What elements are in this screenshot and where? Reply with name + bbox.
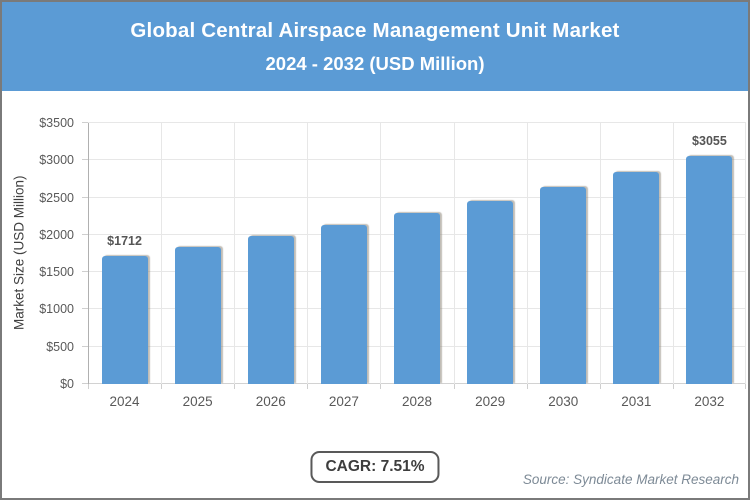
x-tick bbox=[453, 384, 455, 389]
x-tick bbox=[745, 384, 746, 389]
y-tick bbox=[82, 159, 88, 161]
source-attribution: Source: Syndicate Market Research bbox=[522, 472, 739, 487]
y-axis-labels: $0 $500 $1000 $1500 $2000 $2500 $3000 $3500 bbox=[2, 116, 80, 391]
y-axis-line bbox=[88, 123, 89, 384]
v-gridline bbox=[380, 123, 382, 384]
chart-title-line2: 2024 - 2032 (USD Million) bbox=[265, 52, 485, 74]
y-tick bbox=[82, 308, 88, 310]
x-tick-label: 2026 bbox=[255, 394, 286, 409]
y-tick bbox=[82, 196, 88, 198]
bar bbox=[320, 225, 367, 384]
y-tick-label: $3500 bbox=[39, 116, 74, 130]
x-tick-label: 2027 bbox=[328, 394, 359, 409]
x-tick-label: 2029 bbox=[475, 394, 506, 409]
x-tick bbox=[88, 384, 89, 389]
bar bbox=[394, 213, 440, 384]
x-tick-label: 2024 bbox=[109, 394, 140, 409]
v-gridline bbox=[453, 123, 455, 384]
x-tick-label: 2025 bbox=[182, 394, 213, 409]
x-tick bbox=[526, 384, 528, 389]
y-tick-label: $0 bbox=[60, 377, 74, 391]
x-tick-label: 2028 bbox=[401, 394, 433, 409]
x-tick-label: 2031 bbox=[621, 394, 652, 409]
y-tick bbox=[82, 122, 88, 123]
v-gridline bbox=[599, 123, 601, 384]
y-tick-label: $2500 bbox=[39, 190, 74, 205]
bar-value-label: $1712 bbox=[107, 234, 142, 249]
x-tick bbox=[161, 384, 163, 389]
bar bbox=[613, 172, 660, 384]
h-gridline bbox=[88, 159, 746, 161]
v-gridline bbox=[234, 123, 236, 384]
bar bbox=[540, 186, 587, 384]
x-tick bbox=[307, 384, 309, 389]
bar bbox=[467, 200, 514, 384]
y-tick-label: $2000 bbox=[39, 227, 74, 242]
chart-title-line1: Global Central Airspace Management Unit … bbox=[130, 18, 620, 42]
bar bbox=[686, 156, 733, 384]
bar bbox=[174, 246, 221, 384]
v-gridline bbox=[745, 123, 746, 384]
y-tick bbox=[82, 383, 88, 384]
x-tick bbox=[380, 384, 382, 389]
y-tick bbox=[82, 233, 88, 235]
x-tick bbox=[672, 384, 674, 389]
chart-header: Global Central Airspace Management Unit … bbox=[2, 2, 748, 91]
bar bbox=[101, 256, 148, 384]
bar-value-label: $3055 bbox=[692, 134, 727, 149]
y-tick-label: $500 bbox=[46, 339, 74, 354]
y-tick-label: $3000 bbox=[39, 153, 74, 168]
x-tick-label: 2032 bbox=[694, 394, 725, 409]
x-tick-label: 2030 bbox=[548, 394, 579, 409]
h-gridline bbox=[88, 122, 746, 123]
y-tick-label: $1500 bbox=[39, 265, 74, 280]
plot-area: $1712 $3055 bbox=[82, 122, 746, 389]
y-tick-label: $1000 bbox=[39, 302, 74, 317]
cagr-badge: CAGR: 7.51% bbox=[310, 451, 440, 483]
v-gridline bbox=[161, 123, 163, 384]
h-gridline bbox=[88, 196, 746, 198]
x-tick bbox=[234, 384, 236, 389]
y-tick bbox=[82, 271, 88, 273]
v-gridline bbox=[526, 123, 528, 384]
y-tick bbox=[82, 345, 88, 347]
v-gridline bbox=[672, 123, 674, 384]
x-axis-labels: 2024 2025 2026 2027 2028 2029 2030 2031 2032 bbox=[88, 394, 746, 412]
x-tick bbox=[599, 384, 601, 389]
bar bbox=[247, 236, 294, 384]
v-gridline bbox=[307, 123, 309, 384]
